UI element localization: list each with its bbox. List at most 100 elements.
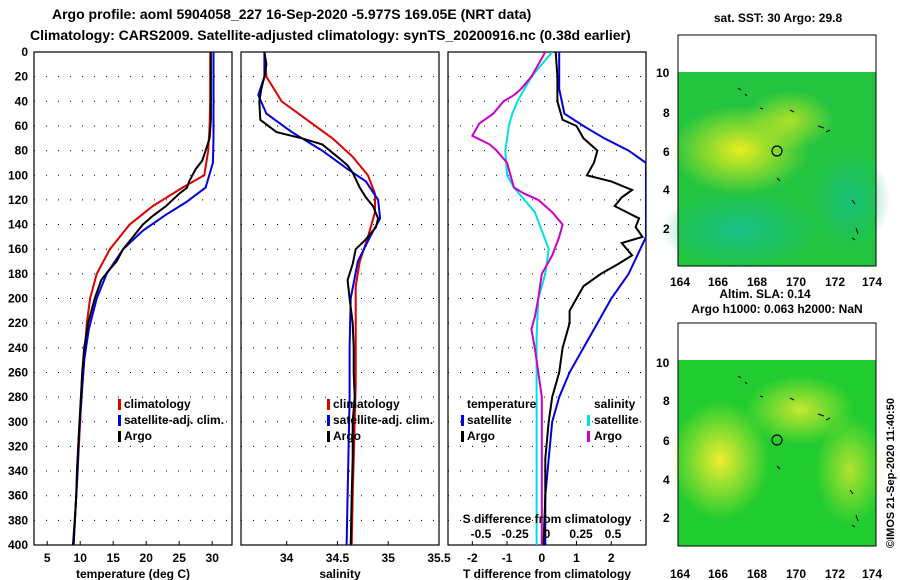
depth-tick-label: 120 <box>8 193 28 207</box>
sla-xtick-172: 172 <box>825 567 845 580</box>
depth-tick-label: 80 <box>15 144 29 158</box>
sla-argo-marker <box>771 434 783 446</box>
sla-coastline <box>737 375 859 528</box>
legend-swatch-s-argo <box>587 431 590 442</box>
x-tick-label: 30 <box>206 551 220 565</box>
x-tick-label: 20 <box>140 551 154 565</box>
depth-tick-label: 280 <box>8 390 28 404</box>
sla-ytick-4: 4 <box>663 473 670 487</box>
sla-map-frame <box>677 322 877 547</box>
sla-ytick-6: 6 <box>663 434 670 448</box>
depth-tick-label: 40 <box>15 94 29 108</box>
x-tick-label: 10 <box>74 551 88 565</box>
depth-tick-label: 300 <box>8 415 28 429</box>
x-tick-label: 5 <box>44 551 51 565</box>
s-difference-label: S difference from climatology <box>463 512 632 526</box>
legend-label-climatology: climatology <box>333 397 400 411</box>
x-tick-label: 35 <box>382 551 396 565</box>
depth-tick-label: 380 <box>8 513 28 527</box>
legend-title-salinity: salinity <box>594 397 636 411</box>
sla-xtick-164: 164 <box>670 567 690 580</box>
legend-swatch-climatology <box>327 399 330 410</box>
legend-label-satellite: satellite-adj. clim. <box>124 413 224 427</box>
legend-label-climatology: climatology <box>124 397 191 411</box>
s-tick-2: 0 <box>544 527 551 541</box>
s-tick-0: -0.5 <box>471 527 492 541</box>
depth-tick-label: 180 <box>8 267 28 281</box>
sla-ytick-8: 8 <box>663 394 670 408</box>
imos-credit: ©IMOS 21-Sep-2020 11:40:50 <box>885 398 897 548</box>
series-argo <box>258 52 380 545</box>
depth-tick-labels: 0 20 40 60 80 100 120 140 160 180 200 220 240 260 280 3… <box>8 45 28 552</box>
legend-label-s-argo: Argo <box>594 429 622 443</box>
sst-ytick-6: 6 <box>663 145 670 159</box>
sst-map-frame <box>677 34 877 267</box>
sst-ytick-2: 2 <box>663 222 670 236</box>
legend-label-argo: Argo <box>124 429 152 443</box>
difference-xlabel: T difference from climatology <box>463 567 631 580</box>
series-satellite-adj-clim <box>257 52 382 545</box>
series-t-argo <box>470 52 564 545</box>
x-tick-label: 35.5 <box>427 551 451 565</box>
sst-coastline <box>737 87 859 241</box>
legend-label-s-satellite: satellite <box>594 413 639 427</box>
s-tick-3: 0.25 <box>569 527 593 541</box>
series-climatology <box>263 52 376 545</box>
sst-argo-marker <box>771 145 783 157</box>
legend-label-t-satellite: satellite <box>467 413 512 427</box>
legend-swatch-satellite <box>327 415 330 426</box>
legend-swatch-s-satellite <box>587 415 590 426</box>
sla-xtick-168: 168 <box>747 567 767 580</box>
x-tick-label: -2 <box>467 551 478 565</box>
sst-xtick-166: 166 <box>708 275 728 289</box>
depth-tick-label: 320 <box>8 439 28 453</box>
legend-label-t-argo: Argo <box>467 429 495 443</box>
legend-swatch-t-satellite <box>461 415 464 426</box>
legend-swatch-satellite <box>118 415 121 426</box>
legend-swatch-climatology <box>118 399 121 410</box>
x-tick-label: 0 <box>538 551 545 565</box>
sla-map-title-1: Altim. SLA: 0.14 <box>719 287 811 301</box>
x-tick-label: 34.5 <box>326 551 350 565</box>
depth-tick-label: 160 <box>8 242 28 256</box>
legend-swatch-argo <box>118 431 121 442</box>
sla-xtick-170: 170 <box>786 567 806 580</box>
depth-tick-label: 0 <box>21 45 28 59</box>
sst-xtick-164: 164 <box>670 275 690 289</box>
x-tick-label: 1 <box>573 551 580 565</box>
sla-map-title-2: Argo h1000: 0.063 h2000: NaN <box>691 302 862 316</box>
depth-tick-label: 140 <box>8 218 28 232</box>
series-argo <box>72 52 212 545</box>
sla-ytick-10: 10 <box>656 356 670 370</box>
difference-legend: temperature salinity satellite Argo sate… <box>461 397 639 443</box>
depth-tick-label: 400 <box>8 538 28 552</box>
legend-swatch-argo <box>327 431 330 442</box>
x-tick-label: 34 <box>280 551 294 565</box>
sst-ytick-10: 10 <box>656 66 670 80</box>
depth-tick-label: 100 <box>8 168 28 182</box>
x-tick-label: 25 <box>173 551 187 565</box>
sst-ytick-8: 8 <box>663 106 670 120</box>
legend-swatch-t-argo <box>461 431 464 442</box>
sst-xtick-168: 168 <box>747 275 767 289</box>
s-tick-1: -0.25 <box>501 527 529 541</box>
header-line-2: Climatology: CARS2009. Satellite-adjuste… <box>30 27 631 43</box>
depth-tick-label: 220 <box>8 316 28 330</box>
sst-xtick-172: 172 <box>825 275 845 289</box>
depth-tick-label: 340 <box>8 464 28 478</box>
sst-map-title: sat. SST: 30 Argo: 29.8 <box>714 11 843 25</box>
sla-xtick-174: 174 <box>862 567 882 580</box>
legend-title-temperature: temperature <box>467 397 537 411</box>
legend-label-satellite: satellite-adj. clim. <box>333 413 433 427</box>
depth-tick-label: 200 <box>8 292 28 306</box>
sla-map: 10 8 6 4 2 164 166 168 170 172 174 <box>656 322 885 580</box>
sst-xtick-170: 170 <box>786 275 806 289</box>
x-tick-label: -1 <box>502 551 513 565</box>
depth-grid <box>34 76 646 545</box>
sla-ytick-2: 2 <box>663 511 670 525</box>
temperature-legend: climatology satellite-adj. clim. Argo <box>118 397 224 443</box>
series-s-satellite <box>544 52 646 545</box>
series-s-argo <box>542 52 645 545</box>
sla-xtick-166: 166 <box>708 567 728 580</box>
s-tick-4: 0.5 <box>605 527 622 541</box>
